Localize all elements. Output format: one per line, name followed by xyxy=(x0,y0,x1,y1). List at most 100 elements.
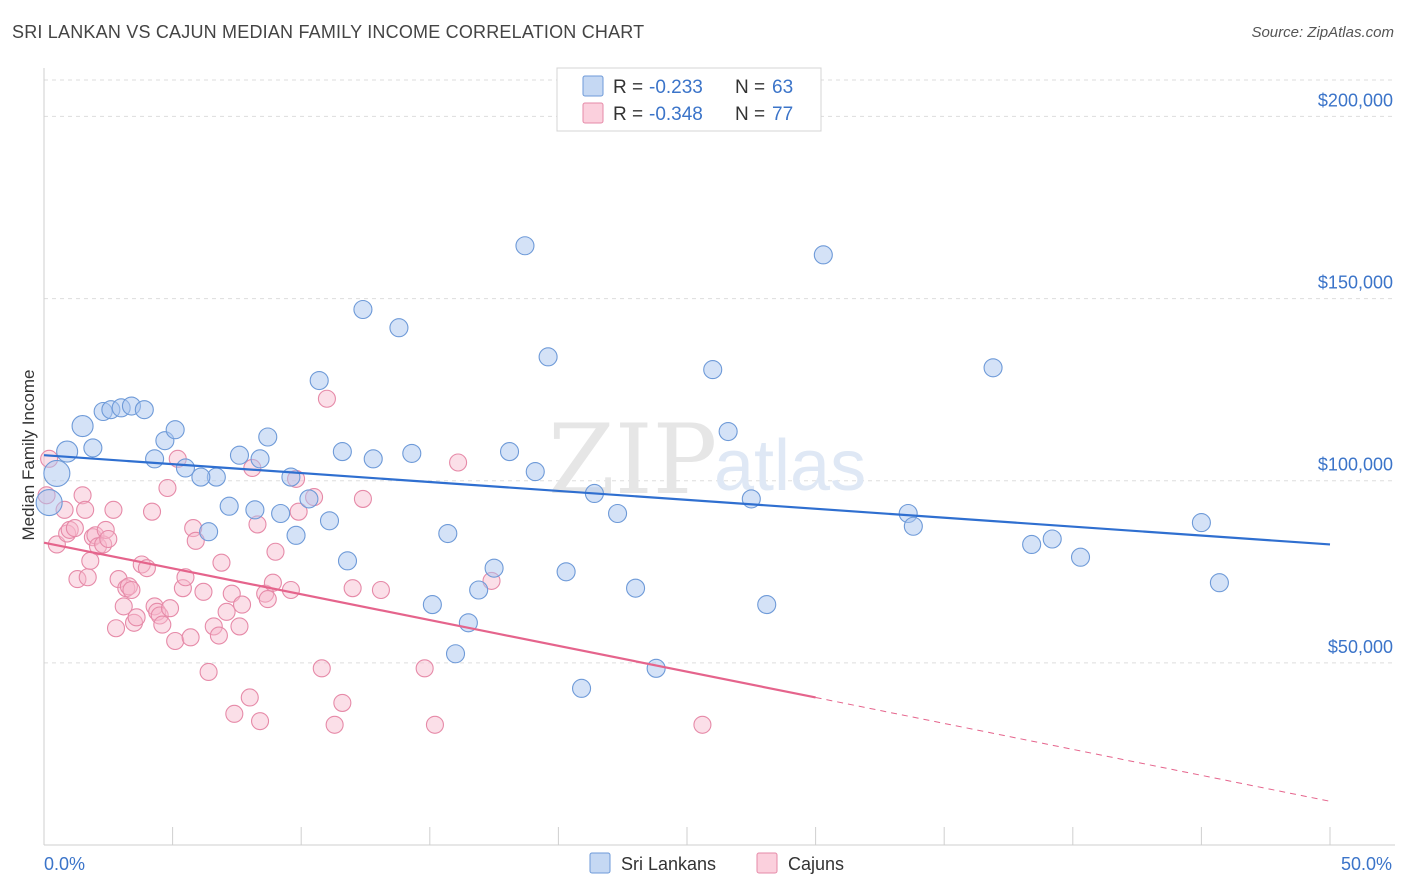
sri-lankan-point xyxy=(165,420,185,440)
cajun-point xyxy=(109,570,128,589)
legend-swatch-sri xyxy=(582,75,604,97)
y-tick-label: $150,000 xyxy=(1318,273,1393,293)
cajun-point xyxy=(449,453,468,472)
watermark-atlas: atlas xyxy=(714,426,866,506)
sri-lankan-point xyxy=(525,462,545,482)
cajun-trend-extension xyxy=(815,696,1331,802)
legend-r-value-cajun: -0.348 xyxy=(649,104,703,125)
x-tick-label-max: 50.0% xyxy=(1341,854,1392,874)
cajun-point xyxy=(99,529,118,549)
sri-lankan-point xyxy=(245,500,265,520)
sri-lankan-point xyxy=(402,443,422,463)
sri-lankan-point xyxy=(469,580,489,600)
cajun-point xyxy=(114,597,133,616)
legend-r-label-sri: R = xyxy=(613,77,643,98)
cajun-point xyxy=(217,602,236,621)
sri-lankan-point xyxy=(353,299,373,320)
cajun-point xyxy=(186,531,205,550)
sri-lankan-point xyxy=(286,525,306,545)
bottom-legend-swatch-cajun xyxy=(756,852,778,874)
cajun-point xyxy=(240,688,259,707)
sri-lankan-point xyxy=(1042,529,1062,549)
cajun-point xyxy=(204,617,223,636)
watermark-zip: ZIP xyxy=(548,404,717,516)
cajun-point xyxy=(232,595,252,614)
cajun-point xyxy=(230,617,249,636)
sri-lankan-point xyxy=(199,522,219,542)
cajun-point xyxy=(289,502,308,521)
cajun-point xyxy=(153,615,172,634)
cajun-point xyxy=(258,590,277,609)
sri-lankan-point xyxy=(646,658,666,678)
legend-n-value-cajun: 77 xyxy=(772,104,793,125)
bottom-legend-swatch-sri xyxy=(589,852,611,874)
sri-lankan-point xyxy=(389,318,409,338)
cajun-point xyxy=(266,542,285,561)
sri-lankan-point xyxy=(134,400,154,420)
legend-box: R = -0.233 N = 63 R = -0.348 N = 77 xyxy=(556,67,822,132)
sri-lankan-point xyxy=(983,358,1003,378)
watermark: ZIP atlas xyxy=(548,404,866,516)
cajun-point xyxy=(225,704,244,723)
sri-lankan-point xyxy=(299,489,319,509)
cajun-point xyxy=(343,579,362,598)
cajun-point xyxy=(181,628,200,647)
sri-lankan-point xyxy=(363,449,383,469)
sri-lankan-point xyxy=(319,511,340,531)
sri-lankan-point xyxy=(219,496,239,516)
cajun-point xyxy=(73,486,92,505)
cajun-point xyxy=(65,519,84,538)
cajun-point xyxy=(173,579,192,598)
sri-lankan-point xyxy=(145,449,165,469)
chart-title: SRI LANKAN VS CAJUN MEDIAN FAMILY INCOME… xyxy=(12,22,645,42)
trend-lines xyxy=(43,454,1331,802)
cajun-point xyxy=(693,715,712,734)
cajun-point xyxy=(78,568,97,587)
sri-lankan-point xyxy=(515,236,535,256)
cajun-point xyxy=(104,500,123,519)
cajun-point xyxy=(194,582,213,601)
sri-lankan-point xyxy=(35,489,63,517)
cajun-point xyxy=(317,389,336,408)
bottom-legend-label-cajun: Cajuns xyxy=(788,854,844,874)
sri-lankan-point xyxy=(337,551,358,571)
sri-lankan-point xyxy=(258,427,278,447)
sri-lankan-point xyxy=(250,449,270,469)
source-note: Source: ZipAtlas.com xyxy=(1251,24,1394,41)
legend-n-value-sri: 63 xyxy=(772,77,793,98)
cajun-point xyxy=(333,693,352,712)
y-axis-title: Median Family Income xyxy=(19,369,38,540)
sri-lankan-point xyxy=(484,558,504,578)
sri-lankan-point xyxy=(903,516,923,536)
axes xyxy=(43,68,1395,846)
cajun-point xyxy=(158,478,177,498)
sri-lankan-point xyxy=(309,370,329,391)
sri-lankan-point xyxy=(718,421,738,442)
legend-n-label-cajun: N = xyxy=(735,104,765,125)
sri-lankan-point xyxy=(438,523,458,544)
sri-lankan-point xyxy=(281,467,301,487)
sri-lankan-point xyxy=(571,678,592,698)
sri-lankan-point xyxy=(757,595,777,615)
sri-lankan-point xyxy=(608,503,628,524)
legend-swatch-cajun xyxy=(582,102,604,124)
sri-lankan-point xyxy=(445,644,466,664)
cajun-point xyxy=(209,626,228,645)
sri-lankan-point xyxy=(556,562,576,582)
sri-lankan-point xyxy=(191,467,211,487)
sri-lankan-point xyxy=(83,438,103,458)
cajun-point xyxy=(415,659,434,678)
x-tick-label-min: 0.0% xyxy=(44,854,85,874)
sri-lankan-point xyxy=(43,459,71,487)
cajun-point xyxy=(325,715,344,734)
legend-r-label-cajun: R = xyxy=(613,104,643,125)
sri-lankan-trend-line xyxy=(43,454,1331,546)
cajun-point xyxy=(212,553,231,572)
sri-lankan-point xyxy=(271,503,291,524)
y-tick-label: $200,000 xyxy=(1318,90,1393,110)
cajun-trend-line xyxy=(43,541,816,699)
sri-lankan-point xyxy=(1209,573,1229,593)
legend-r-value-sri: -0.233 xyxy=(649,77,703,98)
sri-lankan-point xyxy=(71,415,94,438)
